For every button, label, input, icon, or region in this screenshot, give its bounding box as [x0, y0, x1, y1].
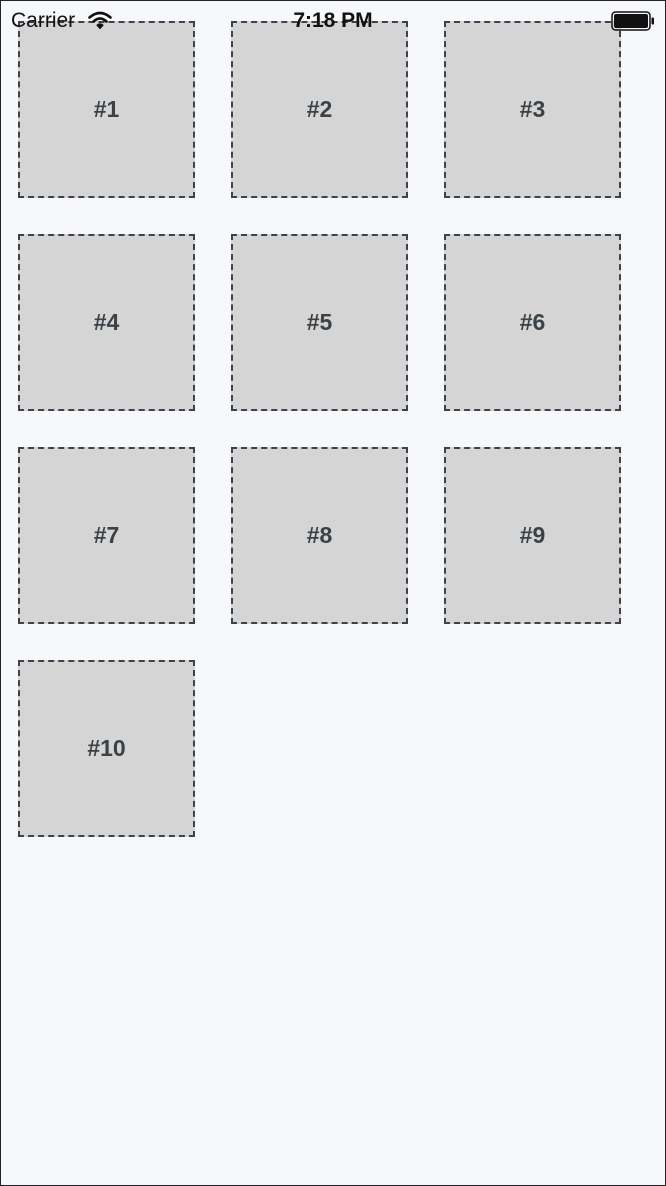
- carrier-label: Carrier: [11, 9, 76, 32]
- status-time: 7:18 PM: [293, 9, 373, 32]
- tile-3[interactable]: #3: [444, 21, 621, 198]
- tile-7[interactable]: #7: [18, 447, 195, 624]
- tile-label: #5: [306, 309, 333, 335]
- tile-label: #3: [519, 96, 546, 122]
- tile-9[interactable]: #9: [444, 447, 621, 624]
- tile-label: #6: [519, 309, 546, 335]
- tile-grid: #1 #2 #3 #4 #5 #6 #7 #8 #9 #10: [18, 21, 638, 837]
- tile-5[interactable]: #5: [231, 234, 408, 411]
- tile-10[interactable]: #10: [18, 660, 195, 837]
- tile-label: #2: [306, 96, 333, 122]
- tile-label: #9: [519, 522, 546, 548]
- tile-8[interactable]: #8: [231, 447, 408, 624]
- tile-label: #10: [87, 735, 126, 761]
- battery-icon: [611, 11, 655, 31]
- tile-label: #1: [93, 96, 120, 122]
- wifi-icon: [88, 10, 112, 30]
- tile-6[interactable]: #6: [444, 234, 621, 411]
- tile-label: #4: [93, 309, 120, 335]
- tile-label: #8: [306, 522, 333, 548]
- status-bar: Carrier 7:18 PM: [1, 1, 665, 41]
- tile-4[interactable]: #4: [18, 234, 195, 411]
- tile-label: #7: [93, 522, 120, 548]
- tile-2[interactable]: #2: [231, 21, 408, 198]
- tile-1[interactable]: #1: [18, 21, 195, 198]
